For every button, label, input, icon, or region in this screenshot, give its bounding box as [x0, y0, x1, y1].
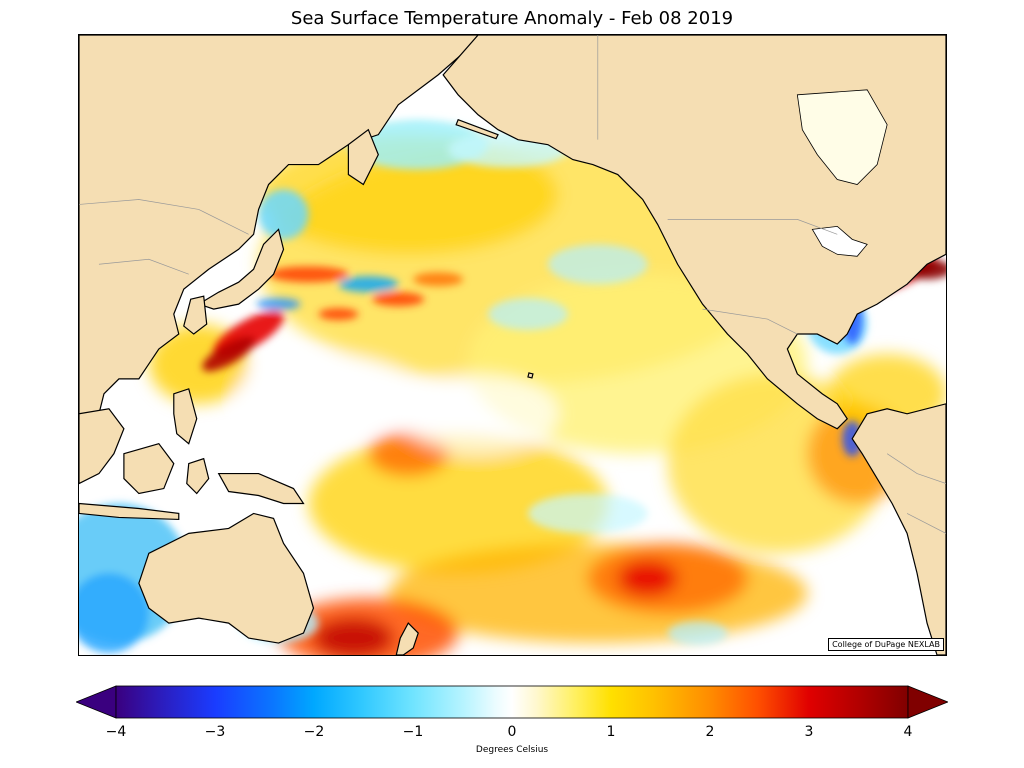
political-borders — [79, 35, 946, 534]
colorbar-tick-label: 2 — [705, 724, 715, 740]
land-hawaii — [527, 372, 534, 379]
land-aleutians — [455, 118, 499, 140]
colorbar-extend-low — [76, 685, 117, 719]
colorbar-tick-label: 3 — [804, 724, 814, 740]
colorbar-tick-label: −1 — [402, 724, 424, 740]
land-australia — [138, 512, 315, 644]
map-canvas — [79, 35, 946, 655]
land-japan — [197, 228, 285, 310]
land-java — [79, 502, 180, 521]
great-lakes — [811, 225, 868, 257]
land-indochina — [79, 408, 125, 485]
land-philippines — [173, 388, 198, 445]
colorbar-tick-label: −2 — [303, 724, 325, 740]
hudson-bay — [796, 89, 888, 185]
sst-anomaly-map: College of DuPage NEXLAB — [78, 34, 947, 656]
colorbar-label: Degrees Celsius — [475, 745, 549, 755]
colorbar-gradient — [115, 685, 909, 719]
land-borneo — [123, 442, 175, 495]
colorbar-tick-label: 1 — [606, 724, 616, 740]
land-new-zealand — [395, 622, 419, 655]
map-title: Sea Surface Temperature Anomaly - Feb 08… — [290, 8, 734, 29]
credit-label: College of DuPage NEXLAB — [828, 638, 944, 651]
colorbar-tick-label: 4 — [903, 724, 913, 740]
land-new-guinea — [217, 472, 305, 505]
colorbar-tick-label: −4 — [105, 724, 127, 740]
colorbar-tick-label: 0 — [507, 724, 517, 740]
anomaly-field — [148, 134, 946, 655]
inland-water — [796, 89, 888, 257]
land-asia — [79, 35, 479, 415]
colorbar-extend-high — [907, 685, 948, 719]
land-korea — [183, 295, 208, 335]
land-south-america — [851, 403, 946, 655]
land-kamchatka — [347, 128, 379, 186]
colorbar-tick-label: −3 — [204, 724, 226, 740]
colorbar — [76, 685, 948, 719]
land-sulawesi — [186, 457, 210, 495]
